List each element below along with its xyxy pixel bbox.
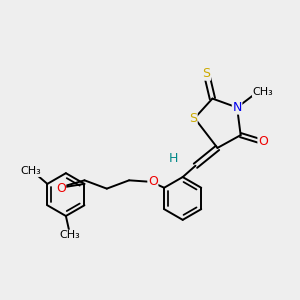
Text: S: S <box>202 67 211 80</box>
Text: O: O <box>56 182 66 194</box>
Text: N: N <box>232 101 242 114</box>
Text: CH₃: CH₃ <box>253 87 273 97</box>
Text: O: O <box>148 175 158 188</box>
Text: O: O <box>258 136 268 148</box>
Text: S: S <box>189 112 197 125</box>
Text: CH₃: CH₃ <box>20 167 41 176</box>
Text: H: H <box>169 152 178 164</box>
Text: CH₃: CH₃ <box>59 230 80 240</box>
